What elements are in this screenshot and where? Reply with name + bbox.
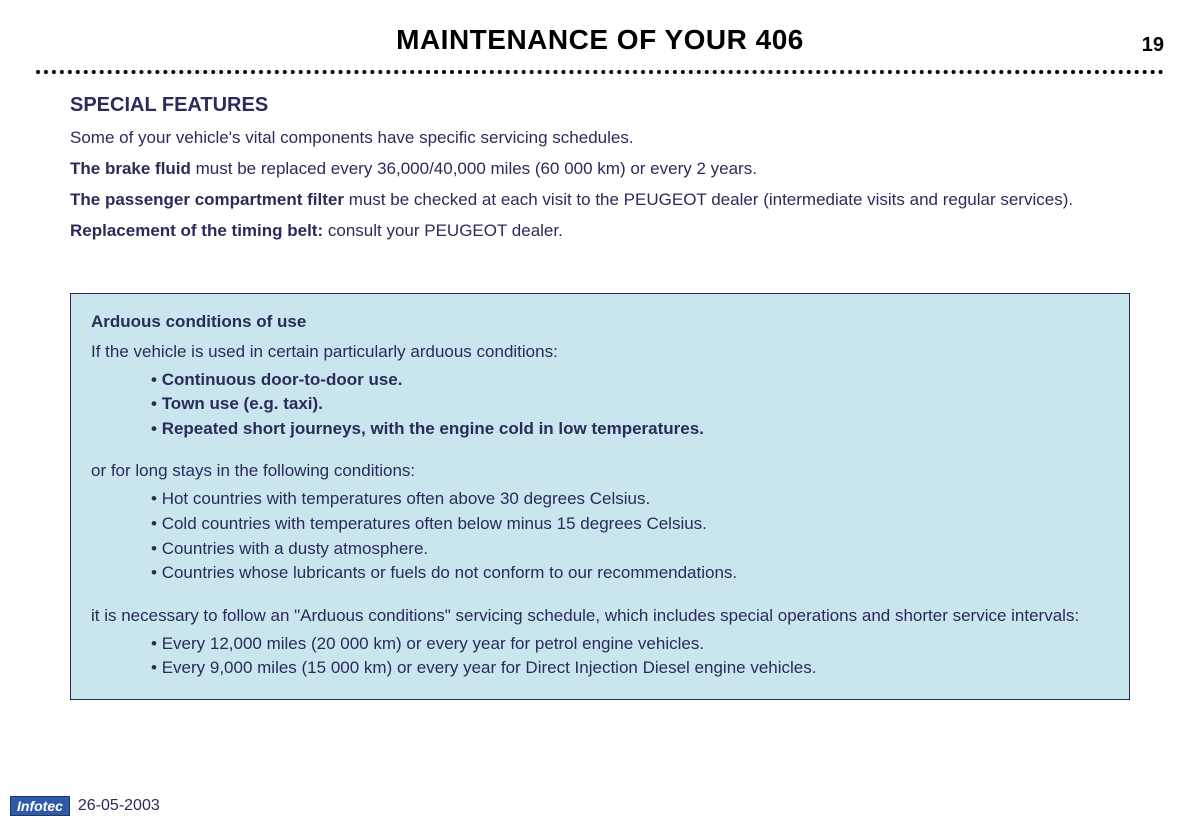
infotec-badge: Infotec <box>10 796 70 816</box>
box-list-1: Continuous door-to-door use. Town use (e… <box>151 368 1109 442</box>
box-title: Arduous conditions of use <box>91 312 1109 332</box>
list-item: Continuous door-to-door use. <box>151 368 1109 393</box>
brake-fluid-text: must be replaced every 36,000/40,000 mil… <box>191 159 757 178</box>
filter-label: The passenger compartment filter <box>70 190 344 209</box>
box-lead-2: or for long stays in the following condi… <box>91 459 1109 483</box>
timing-label: Replacement of the timing belt: <box>70 221 323 240</box>
arduous-conditions-box: Arduous conditions of use If the vehicle… <box>70 293 1130 700</box>
footer-date: 26-05-2003 <box>78 797 160 815</box>
brake-fluid-line: The brake fluid must be replaced every 3… <box>70 158 1130 181</box>
timing-text: consult your PEUGEOT dealer. <box>323 221 563 240</box>
box-list-2: Hot countries with temperatures often ab… <box>151 487 1109 586</box>
intro-text: Some of your vehicle's vital components … <box>70 127 1130 150</box>
list-item: Hot countries with temperatures often ab… <box>151 487 1109 512</box>
list-item: Every 9,000 miles (15 000 km) or every y… <box>151 656 1109 681</box>
footer: Infotec 26-05-2003 <box>10 796 160 816</box>
list-item: Countries with a dusty atmosphere. <box>151 537 1109 562</box>
box-lead-1: If the vehicle is used in certain partic… <box>91 340 1109 364</box>
page-number: 19 <box>1142 34 1164 57</box>
page-title: MAINTENANCE OF YOUR 406 <box>0 24 1200 56</box>
list-item: Countries whose lubricants or fuels do n… <box>151 561 1109 586</box>
list-item: Cold countries with temperatures often b… <box>151 512 1109 537</box>
section-heading: SPECIAL FEATURES <box>70 94 1130 117</box>
box-lead-3: it is necessary to follow an "Arduous co… <box>91 604 1109 628</box>
list-item: Every 12,000 miles (20 000 km) or every … <box>151 632 1109 657</box>
timing-line: Replacement of the timing belt: consult … <box>70 220 1130 243</box>
filter-line: The passenger compartment filter must be… <box>70 189 1130 212</box>
list-item: Town use (e.g. taxi). <box>151 392 1109 417</box>
box-list-3: Every 12,000 miles (20 000 km) or every … <box>151 632 1109 681</box>
brake-fluid-label: The brake fluid <box>70 159 191 178</box>
content-region: SPECIAL FEATURES Some of your vehicle's … <box>70 94 1130 243</box>
list-item: Repeated short journeys, with the engine… <box>151 417 1109 442</box>
filter-text: must be checked at each visit to the PEU… <box>344 190 1073 209</box>
dotted-divider <box>36 70 1164 74</box>
